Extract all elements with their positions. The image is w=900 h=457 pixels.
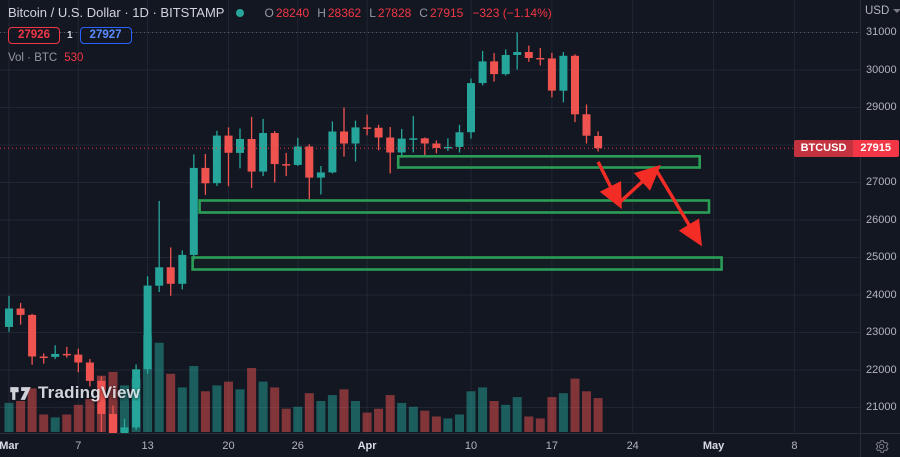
currency-dropdown[interactable]: USD [865, 5, 900, 17]
price-axis[interactable]: USD 310003000029000280002700026000250002… [860, 0, 900, 433]
spread-value: 1 [66, 30, 73, 41]
price-tick-label: 30000 [866, 63, 897, 76]
chevron-down-icon [893, 9, 900, 13]
open-label: O [264, 5, 274, 20]
volume-label: Vol · BTC [8, 52, 58, 64]
time-axis[interactable]: Mar 7 13 20 26 Apr 10 17 24 May 8 [0, 433, 860, 457]
candlestick-chart-canvas[interactable] [0, 0, 860, 433]
price-tick-label: 24000 [866, 288, 897, 301]
time-tick-label: 24 [626, 440, 639, 452]
price-label-value: 27915 [853, 139, 899, 157]
time-tick-label: 10 [464, 440, 478, 452]
tradingview-logo-icon [10, 386, 31, 400]
price-tick-label: 25000 [866, 251, 897, 263]
time-tick-label: 26 [291, 440, 304, 452]
ohlc-values: O 28240 H 28362 L 27828 C 27915 −323 (−1.14%… [258, 6, 551, 20]
current-price-label: BTCUSD 27915 [793, 139, 899, 157]
time-tick-label: Mar [0, 440, 19, 452]
time-tick-label: 17 [545, 440, 559, 452]
high-label: H [317, 5, 326, 20]
axis-settings-corner [860, 433, 900, 457]
volume-row: Vol · BTC 530 [8, 52, 552, 64]
watermark-text: TradingView [38, 383, 141, 402]
price-tick-label: 26000 [866, 213, 897, 226]
price-tick-label: 31000 [866, 26, 897, 38]
symbol-title[interactable]: Bitcoin / U.S. Dollar · 1D · BITSTAMP [8, 5, 225, 20]
price-tick-label: 23000 [866, 326, 897, 338]
tradingview-watermark: TradingView [9, 383, 140, 403]
market-open-dot-icon [236, 8, 245, 17]
time-tick-label: 13 [141, 440, 154, 452]
volume-value: 530 [64, 52, 84, 64]
low-label: L [369, 5, 376, 20]
gear-icon[interactable] [874, 439, 889, 454]
buy-ask-button[interactable]: 27927 [79, 27, 132, 44]
price-tick-label: 21000 [866, 401, 897, 413]
price-tick-label: 27000 [866, 176, 897, 188]
time-tick-label: 20 [222, 440, 235, 452]
change-value: −323 (−1.14%) [472, 5, 552, 20]
close-label: C [419, 5, 428, 20]
currency-label: USD [865, 5, 890, 17]
open-value: 28240 [275, 5, 310, 20]
time-tick-label: May [702, 440, 725, 452]
low-value: 27828 [377, 5, 412, 20]
high-value: 28362 [327, 5, 362, 20]
time-tick-label: 8 [791, 440, 798, 452]
sell-bid-button[interactable]: 27926 [8, 27, 60, 44]
price-tick-label: 22000 [866, 363, 897, 376]
close-value: 27915 [429, 5, 464, 20]
time-tick-label: 7 [75, 440, 82, 452]
time-tick-label: Apr [357, 440, 377, 452]
price-label-symbol: BTCUSD [793, 139, 854, 157]
price-tick-label: 29000 [866, 101, 897, 113]
